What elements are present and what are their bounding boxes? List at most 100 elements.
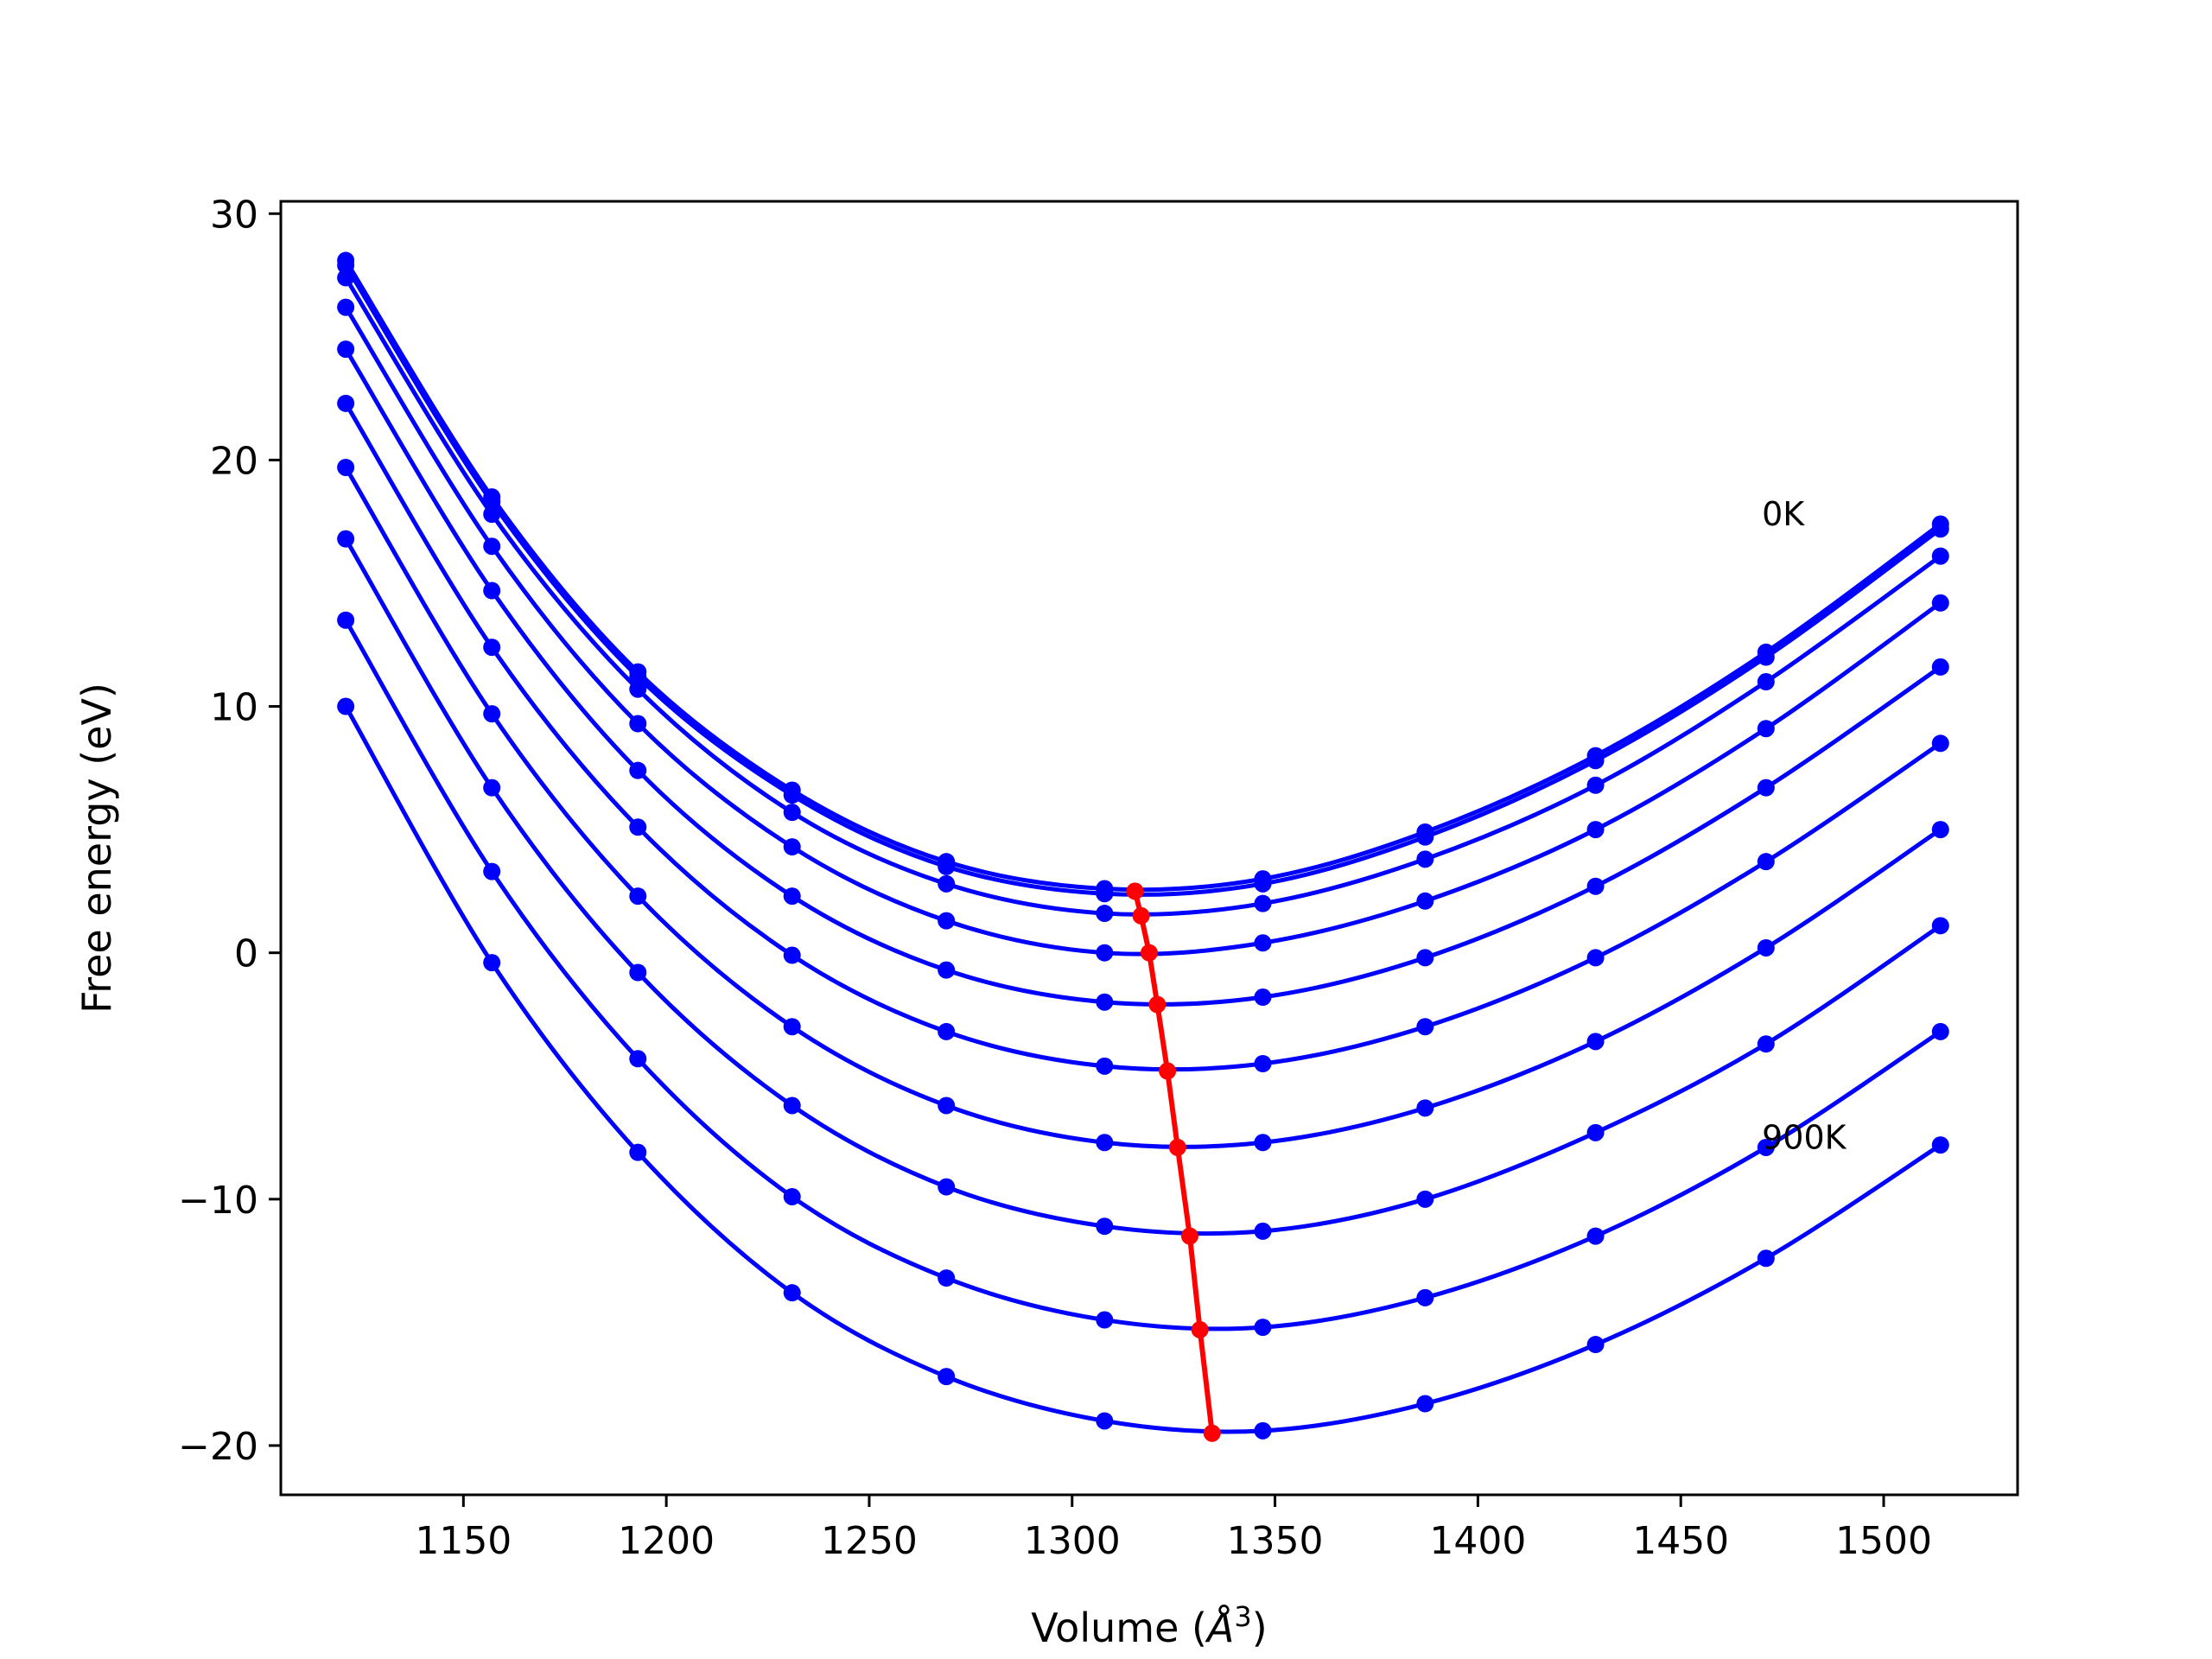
series-line-9	[343, 618, 1943, 1332]
plot-frame	[279, 200, 2019, 1497]
series-line-4	[343, 305, 1943, 957]
data-point-s4-7	[1254, 934, 1272, 952]
series-line-7	[343, 465, 1943, 1149]
y-tick-label-1: 20	[210, 439, 258, 483]
x-tick-label-1500: 1500	[1835, 1519, 1932, 1563]
data-point-s2-6	[1096, 885, 1114, 903]
series-line-10	[343, 704, 1943, 1434]
minimum-point-2	[1132, 906, 1150, 925]
y-tick-label-2: 10	[210, 686, 258, 730]
data-point-s10-2	[483, 954, 501, 972]
data-point-s2-4	[783, 786, 801, 804]
minimum-point-3	[1141, 944, 1158, 962]
data-point-s10-9	[1586, 1336, 1605, 1354]
points-layer	[337, 251, 1949, 1440]
data-point-s8-3	[629, 963, 647, 982]
annotations-layer: 0K 900K	[1762, 495, 1847, 1156]
data-point-s5-11	[1931, 658, 1949, 676]
x-tick-label-1400: 1400	[1429, 1519, 1526, 1563]
data-point-s8-2	[483, 779, 501, 797]
data-point-s3-9	[1586, 776, 1605, 794]
data-point-s2-8	[1416, 828, 1434, 846]
data-point-s7-10	[1757, 938, 1775, 957]
series-line-1	[343, 257, 1943, 893]
data-point-s5-3	[629, 761, 647, 779]
data-point-s7-5	[938, 1096, 956, 1115]
data-point-s5-4	[783, 887, 801, 906]
data-point-s4-6	[1096, 944, 1114, 962]
data-point-s8-1	[337, 530, 355, 548]
data-point-s3-10	[1757, 673, 1775, 691]
data-point-s4-4	[783, 838, 801, 856]
data-point-s6-10	[1757, 853, 1775, 871]
data-point-s5-10	[1757, 779, 1775, 797]
data-point-s9-6	[1096, 1311, 1114, 1329]
data-point-s4-1	[337, 298, 355, 316]
curves-layer	[343, 257, 1943, 1434]
data-point-s4-5	[938, 912, 956, 930]
data-point-s5-8	[1416, 949, 1434, 967]
x-tick-label-1300: 1300	[1024, 1519, 1121, 1563]
data-point-s8-10	[1757, 1035, 1775, 1053]
data-point-s5-7	[1254, 988, 1272, 1007]
annotation-1: 0K	[1762, 495, 1805, 533]
data-point-s10-10	[1757, 1249, 1775, 1268]
data-point-s7-11	[1931, 821, 1949, 839]
data-point-s5-2	[483, 582, 501, 600]
data-point-s9-8	[1416, 1288, 1434, 1306]
minimum-point-5	[1159, 1062, 1177, 1080]
data-point-s9-9	[1586, 1227, 1605, 1245]
minimum-line-layer	[1126, 882, 1221, 1442]
data-point-s4-10	[1757, 720, 1775, 738]
minimum-line	[1132, 890, 1215, 1434]
data-point-s3-8	[1416, 850, 1434, 868]
data-point-s7-4	[783, 1018, 801, 1036]
data-point-s9-3	[629, 1050, 647, 1068]
data-point-s5-9	[1586, 877, 1605, 895]
data-point-s6-3	[629, 818, 647, 836]
y-axis-label: Free energy (eV)	[73, 683, 120, 1014]
data-point-s3-3	[629, 680, 647, 698]
data-point-s2-1	[337, 257, 355, 275]
data-point-s3-5	[938, 874, 956, 893]
data-point-s10-1	[337, 697, 355, 715]
x-tick-label-1200: 1200	[618, 1519, 715, 1563]
data-point-s8-11	[1931, 917, 1949, 935]
data-point-s10-3	[629, 1143, 647, 1161]
data-point-s10-8	[1416, 1395, 1434, 1413]
data-point-s8-5	[938, 1178, 956, 1196]
data-point-s4-11	[1931, 594, 1949, 612]
data-point-s3-1	[337, 269, 355, 287]
data-point-s2-2	[483, 493, 501, 511]
data-point-s10-7	[1254, 1421, 1272, 1440]
data-point-s9-1	[337, 611, 355, 629]
data-point-s5-5	[938, 961, 956, 979]
series-line-2	[343, 263, 1943, 897]
data-point-s9-4	[783, 1187, 801, 1205]
data-point-s7-8	[1416, 1099, 1434, 1117]
data-point-s2-9	[1586, 752, 1605, 770]
data-point-s2-10	[1757, 648, 1775, 666]
data-point-s6-1	[337, 394, 355, 412]
data-point-s9-10	[1757, 1138, 1775, 1156]
data-point-s7-1	[337, 458, 355, 476]
x-tick-label-1150: 1150	[415, 1519, 512, 1563]
data-point-s6-6	[1096, 1057, 1114, 1075]
data-point-s7-7	[1254, 1134, 1272, 1152]
data-point-s7-9	[1586, 1033, 1605, 1051]
y-tick-label-3: 0	[234, 932, 258, 976]
data-point-s6-9	[1586, 949, 1605, 967]
data-point-s3-4	[783, 804, 801, 822]
data-point-s4-2	[483, 537, 501, 556]
data-point-s4-3	[629, 715, 647, 733]
data-point-s8-8	[1416, 1190, 1434, 1208]
data-point-s9-2	[483, 862, 501, 880]
data-point-s8-4	[783, 1096, 801, 1115]
data-point-s10-4	[783, 1284, 801, 1302]
minimum-point-4	[1148, 995, 1166, 1014]
data-point-s6-11	[1931, 734, 1949, 753]
y-tick-label-4: −10	[178, 1179, 258, 1223]
series-line-3	[343, 275, 1943, 917]
x-tick-label-1350: 1350	[1227, 1519, 1324, 1563]
data-point-s10-11	[1931, 1136, 1949, 1154]
